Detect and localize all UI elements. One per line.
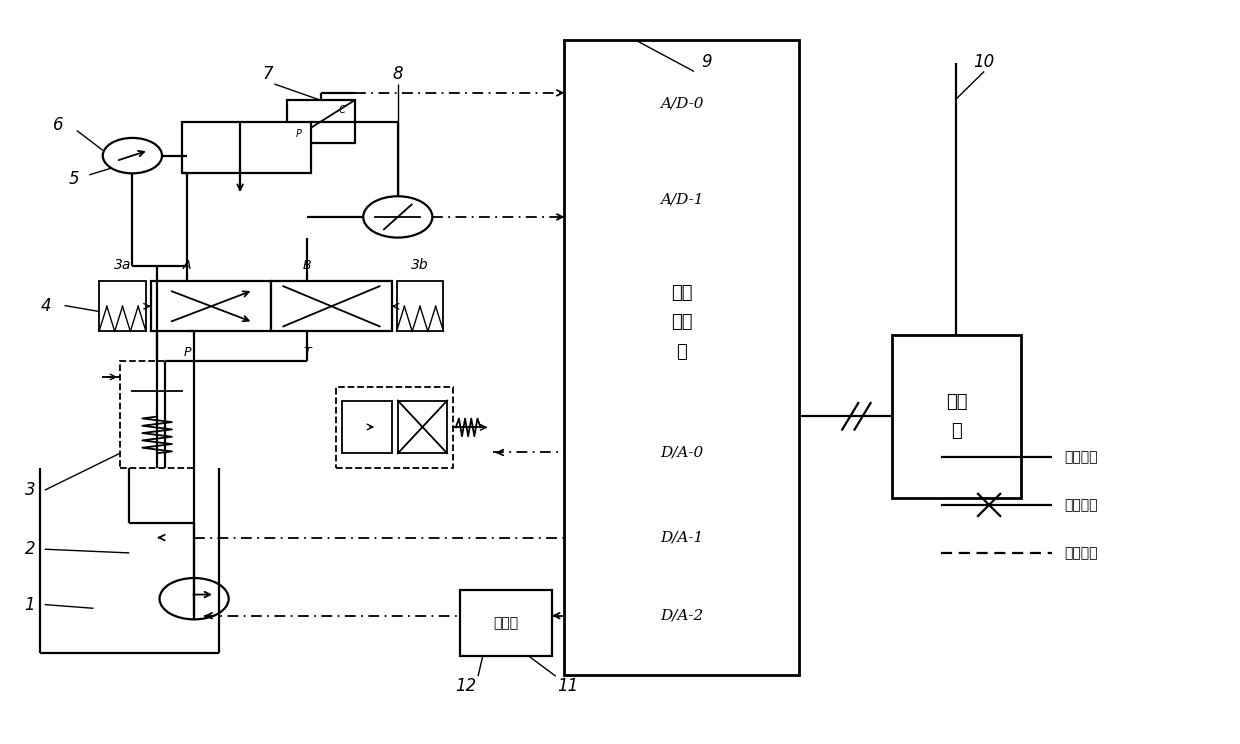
Text: 7: 7 bbox=[263, 65, 274, 83]
Bar bbox=[99, 281, 146, 331]
Text: T: T bbox=[304, 346, 311, 359]
Text: 控制电缆: 控制电缆 bbox=[1064, 546, 1097, 560]
Text: D/A-0: D/A-0 bbox=[660, 446, 703, 460]
Text: D/A-2: D/A-2 bbox=[660, 609, 703, 623]
Text: 3a: 3a bbox=[114, 257, 131, 272]
Bar bbox=[272, 281, 392, 331]
Text: 6: 6 bbox=[53, 115, 63, 134]
Bar bbox=[286, 100, 355, 143]
Bar bbox=[120, 361, 195, 468]
Text: A: A bbox=[182, 259, 191, 272]
Text: 11: 11 bbox=[558, 677, 579, 695]
Text: 8: 8 bbox=[393, 65, 403, 83]
Circle shape bbox=[363, 196, 433, 237]
Text: A/D-1: A/D-1 bbox=[660, 193, 703, 207]
Circle shape bbox=[160, 578, 228, 619]
Bar bbox=[398, 400, 448, 453]
Bar bbox=[397, 281, 444, 331]
Bar bbox=[336, 387, 454, 468]
Text: 9: 9 bbox=[701, 53, 712, 71]
Bar bbox=[460, 590, 552, 656]
Bar bbox=[342, 400, 392, 453]
Text: 计算
机: 计算 机 bbox=[946, 393, 967, 440]
Text: P: P bbox=[184, 346, 191, 359]
Text: P: P bbox=[296, 129, 301, 138]
Bar bbox=[564, 39, 799, 675]
Circle shape bbox=[103, 138, 162, 173]
Text: 3b: 3b bbox=[412, 257, 429, 272]
Polygon shape bbox=[131, 391, 184, 414]
Text: D/A-1: D/A-1 bbox=[660, 530, 703, 545]
Text: 3: 3 bbox=[25, 481, 35, 499]
Polygon shape bbox=[175, 586, 213, 609]
Text: 1: 1 bbox=[25, 596, 35, 614]
Text: 2: 2 bbox=[25, 540, 35, 558]
Text: 数据
采集
卡: 数据 采集 卡 bbox=[671, 284, 692, 361]
Text: B: B bbox=[303, 259, 311, 272]
Bar bbox=[182, 123, 311, 173]
Text: 控制总线: 控制总线 bbox=[1064, 498, 1097, 512]
Text: 12: 12 bbox=[455, 677, 476, 695]
Bar bbox=[151, 281, 272, 331]
Text: C: C bbox=[339, 105, 346, 115]
Text: 10: 10 bbox=[973, 53, 994, 71]
Text: 放大器: 放大器 bbox=[494, 616, 518, 630]
Text: A/D-0: A/D-0 bbox=[660, 96, 703, 110]
Bar bbox=[892, 335, 1022, 498]
Text: 液压管路: 液压管路 bbox=[1064, 450, 1097, 464]
Text: 4: 4 bbox=[41, 297, 51, 315]
Text: 5: 5 bbox=[69, 170, 79, 187]
